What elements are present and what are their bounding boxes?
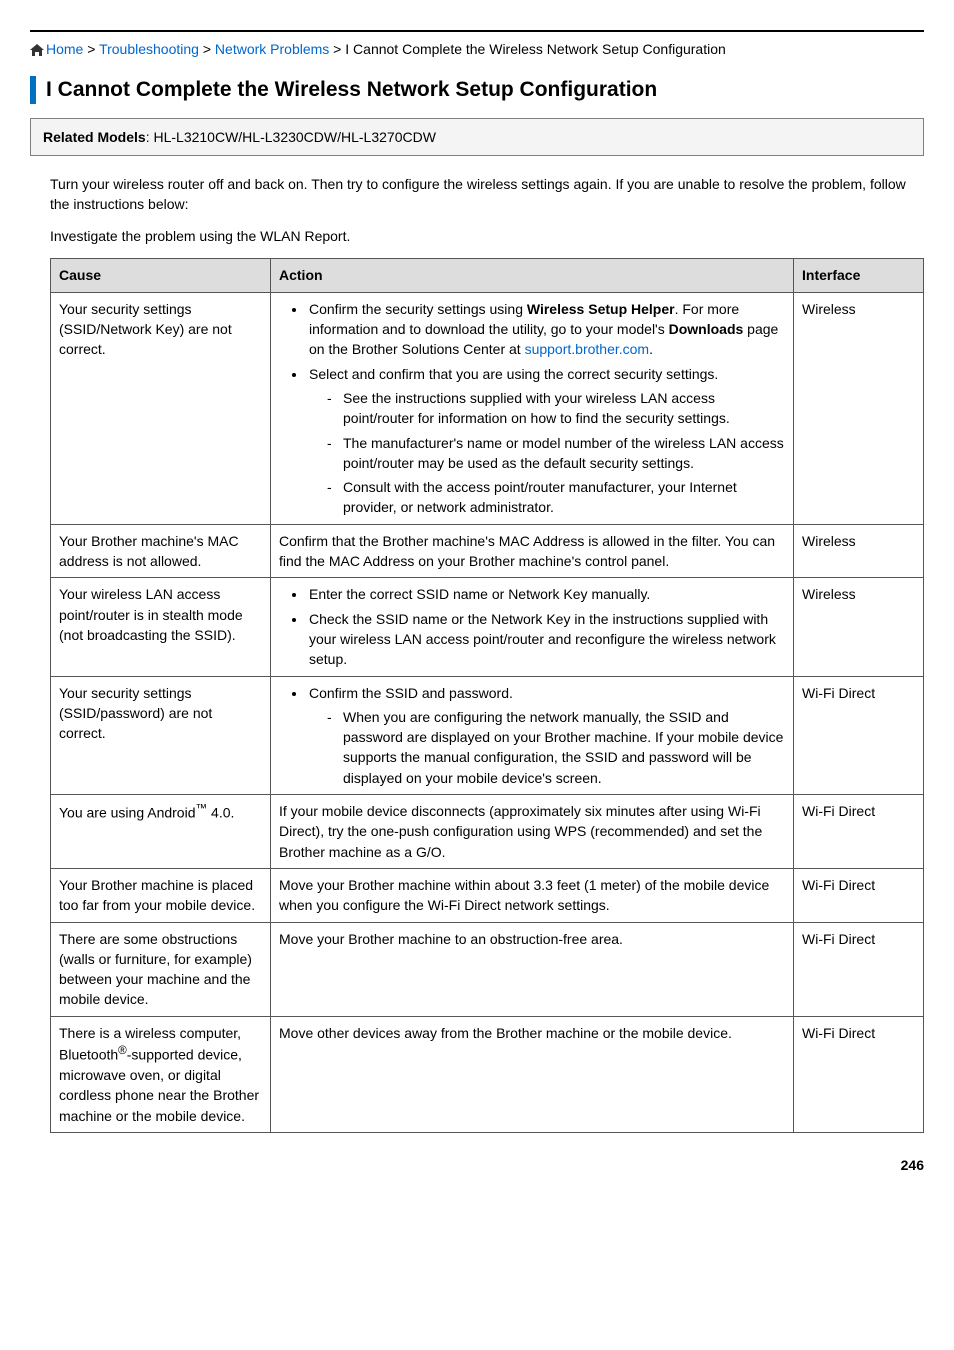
trademark-symbol: ™ bbox=[195, 802, 207, 815]
action-cell: Enter the correct SSID name or Network K… bbox=[271, 578, 794, 676]
col-header-cause: Cause bbox=[51, 259, 271, 292]
page-title: I Cannot Complete the Wireless Network S… bbox=[30, 76, 924, 104]
list-item: Select and confirm that you are using th… bbox=[307, 364, 785, 518]
page-number: 246 bbox=[30, 1157, 924, 1173]
breadcrumb-sep: > bbox=[329, 41, 345, 57]
action-cell: Confirm that the Brother machine's MAC A… bbox=[271, 524, 794, 578]
col-header-action: Action bbox=[271, 259, 794, 292]
action-cell: Move your Brother machine within about 3… bbox=[271, 868, 794, 922]
cause-cell: Your wireless LAN access point/router is… bbox=[51, 578, 271, 676]
col-header-interface: Interface bbox=[794, 259, 924, 292]
table-row: Your Brother machine's MAC address is no… bbox=[51, 524, 924, 578]
table-row: Your wireless LAN access point/router is… bbox=[51, 578, 924, 676]
list-item: Check the SSID name or the Network Key i… bbox=[307, 609, 785, 670]
intro-paragraph-2: Investigate the problem using the WLAN R… bbox=[50, 226, 924, 246]
breadcrumb-troubleshooting-link[interactable]: Troubleshooting bbox=[99, 41, 199, 57]
list-item: When you are configuring the network man… bbox=[327, 707, 785, 788]
interface-cell: Wi-Fi Direct bbox=[794, 795, 924, 869]
cause-cell: Your security settings (SSID/Network Key… bbox=[51, 292, 271, 524]
action-cell: Move your Brother machine to an obstruct… bbox=[271, 922, 794, 1016]
intro-block: Turn your wireless router off and back o… bbox=[50, 174, 924, 1133]
action-cell: Move other devices away from the Brother… bbox=[271, 1016, 794, 1132]
related-models-box: Related Models: HL-L3210CW/HL-L3230CDW/H… bbox=[30, 118, 924, 156]
action-cell: Confirm the security settings using Wire… bbox=[271, 292, 794, 524]
home-icon bbox=[30, 42, 44, 62]
registered-symbol: ® bbox=[118, 1044, 127, 1057]
support-link[interactable]: support.brother.com bbox=[525, 341, 650, 357]
table-row: There is a wireless computer, Bluetooth®… bbox=[51, 1016, 924, 1132]
interface-cell: Wireless bbox=[794, 578, 924, 676]
related-models-label: Related Models bbox=[43, 129, 146, 145]
interface-cell: Wi-Fi Direct bbox=[794, 676, 924, 794]
table-row: There are some obstructions (walls or fu… bbox=[51, 922, 924, 1016]
list-item: Confirm the SSID and password. When you … bbox=[307, 683, 785, 788]
table-row: You are using Android™ 4.0. If your mobi… bbox=[51, 795, 924, 869]
interface-cell: Wi-Fi Direct bbox=[794, 1016, 924, 1132]
action-cell: If your mobile device disconnects (appro… bbox=[271, 795, 794, 869]
interface-cell: Wi-Fi Direct bbox=[794, 922, 924, 1016]
cause-cell: There is a wireless computer, Bluetooth®… bbox=[51, 1016, 271, 1132]
table-row: Your security settings (SSID/Network Key… bbox=[51, 292, 924, 524]
related-models-value: : HL-L3210CW/HL-L3230CDW/HL-L3270CDW bbox=[146, 129, 436, 145]
cause-cell: You are using Android™ 4.0. bbox=[51, 795, 271, 869]
list-item: The manufacturer's name or model number … bbox=[327, 433, 785, 474]
list-item: Consult with the access point/router man… bbox=[327, 477, 785, 518]
cause-cell: Your Brother machine is placed too far f… bbox=[51, 868, 271, 922]
breadcrumb-sep: > bbox=[199, 41, 215, 57]
cause-cell: There are some obstructions (walls or fu… bbox=[51, 922, 271, 1016]
interface-cell: Wireless bbox=[794, 292, 924, 524]
cause-cell: Your Brother machine's MAC address is no… bbox=[51, 524, 271, 578]
intro-paragraph-1: Turn your wireless router off and back o… bbox=[50, 174, 924, 215]
list-item: Confirm the security settings using Wire… bbox=[307, 299, 785, 360]
troubleshooting-table: Cause Action Interface Your security set… bbox=[50, 258, 924, 1132]
breadcrumb-current: I Cannot Complete the Wireless Network S… bbox=[345, 41, 726, 57]
interface-cell: Wireless bbox=[794, 524, 924, 578]
interface-cell: Wi-Fi Direct bbox=[794, 868, 924, 922]
cause-cell: Your security settings (SSID/password) a… bbox=[51, 676, 271, 794]
action-cell: Confirm the SSID and password. When you … bbox=[271, 676, 794, 794]
list-item: See the instructions supplied with your … bbox=[327, 388, 785, 429]
breadcrumb: Home > Troubleshooting > Network Problem… bbox=[30, 40, 924, 76]
breadcrumb-network-problems-link[interactable]: Network Problems bbox=[215, 41, 329, 57]
list-item: Enter the correct SSID name or Network K… bbox=[307, 584, 785, 604]
table-row: Your security settings (SSID/password) a… bbox=[51, 676, 924, 794]
breadcrumb-home-link[interactable]: Home bbox=[46, 41, 83, 57]
breadcrumb-sep: > bbox=[83, 41, 99, 57]
table-row: Your Brother machine is placed too far f… bbox=[51, 868, 924, 922]
